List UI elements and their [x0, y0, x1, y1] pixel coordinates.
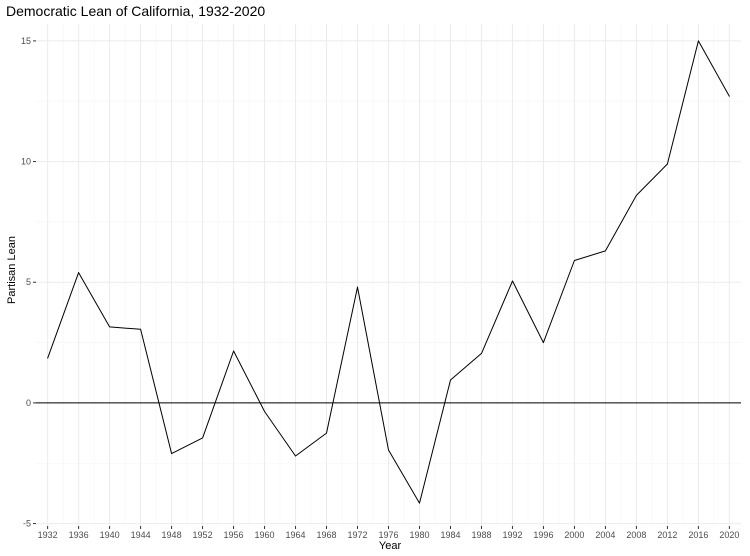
- x-axis-title: Year: [379, 540, 402, 552]
- y-tick-label: -5: [23, 519, 31, 529]
- data-point: [202, 437, 203, 439]
- data-point: [264, 410, 265, 412]
- y-tick-label: 15: [21, 36, 31, 46]
- data-point: [326, 432, 327, 434]
- data-point: [47, 357, 49, 359]
- x-tick-label: 1956: [224, 530, 244, 540]
- x-tick-label: 1936: [69, 530, 89, 540]
- series-layer: [47, 40, 730, 504]
- x-tick-label: 1960: [255, 530, 275, 540]
- data-point: [728, 96, 730, 97]
- x-tick-label: 2000: [564, 530, 584, 540]
- data-point: [481, 353, 482, 354]
- data-point: [543, 342, 544, 343]
- data-point: [605, 250, 606, 252]
- data-point: [450, 379, 451, 381]
- x-tick-label: 1940: [100, 530, 120, 540]
- y-axis-title: Partisan Lean: [6, 236, 18, 304]
- data-point: [171, 453, 172, 454]
- x-tick-label: 1932: [38, 530, 58, 540]
- data-point: [233, 350, 234, 352]
- axis-layer: -5 0 5 10 15 1932 1936 1940 1944 1948 1952 1956 1960…: [21, 36, 739, 540]
- x-tick-label: 1980: [409, 530, 429, 540]
- y-tick-label: 10: [21, 157, 31, 167]
- x-tick-label: 1988: [471, 530, 491, 540]
- x-tick-label: 1968: [317, 530, 337, 540]
- data-point: [357, 286, 358, 288]
- data-point: [419, 502, 420, 504]
- x-tick-label: 1964: [286, 530, 306, 540]
- data-point: [388, 449, 389, 451]
- data-point: [109, 326, 110, 328]
- x-tick-label: 2008: [626, 530, 646, 540]
- data-point: [636, 194, 637, 196]
- x-tick-label: 1944: [131, 530, 151, 540]
- x-tick-label: 2004: [595, 530, 615, 540]
- data-point: [78, 272, 80, 273]
- x-tick-label: 1996: [533, 530, 553, 540]
- x-tick-label: 1976: [378, 530, 398, 540]
- data-point: [140, 328, 141, 330]
- data-point: [512, 280, 513, 282]
- y-tick-label: 0: [26, 398, 31, 408]
- data-point: [667, 163, 668, 165]
- x-tick-label: 2016: [688, 530, 708, 540]
- x-tick-label: 1992: [502, 530, 522, 540]
- y-tick-label: 5: [26, 277, 31, 287]
- x-tick-label: 1952: [193, 530, 213, 540]
- x-tick-label: 2012: [657, 530, 677, 540]
- data-point: [697, 40, 699, 42]
- x-tick-label: 1972: [347, 530, 367, 540]
- x-tick-label: 1948: [162, 530, 182, 540]
- x-tick-label: 1984: [440, 530, 460, 540]
- x-tick-label: 2020: [719, 530, 739, 540]
- chart-title: Democratic Lean of California, 1932-2020: [6, 3, 266, 19]
- data-point: [295, 455, 296, 457]
- data-point: [574, 260, 575, 261]
